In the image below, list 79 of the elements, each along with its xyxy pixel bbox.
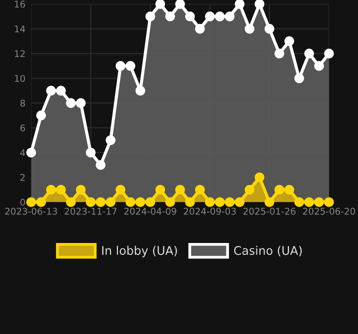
point — [244, 24, 254, 34]
y-tick-label: 16 — [14, 0, 26, 8]
point — [126, 61, 136, 71]
point — [205, 197, 215, 207]
point — [264, 24, 274, 34]
point — [254, 0, 264, 9]
point — [116, 61, 126, 71]
point — [126, 197, 136, 207]
point — [36, 197, 46, 207]
point — [175, 0, 185, 9]
legend-label: Casino (UA) — [234, 246, 302, 256]
x-tick-label: 2024-04-09 — [124, 208, 176, 215]
y-tick-label: 14 — [14, 26, 26, 32]
point — [185, 12, 195, 22]
point — [155, 184, 166, 195]
point — [244, 184, 254, 195]
point — [294, 197, 304, 207]
point — [26, 148, 36, 158]
point — [214, 197, 225, 207]
point — [56, 184, 66, 195]
point — [66, 98, 76, 108]
point — [185, 197, 195, 207]
point — [116, 184, 126, 195]
point — [314, 61, 324, 71]
x-tick-label: 2023-11-17 — [64, 208, 117, 215]
x-tick-label: 2025-01-26 — [243, 208, 296, 215]
point — [106, 197, 116, 207]
point — [76, 184, 86, 195]
point — [155, 0, 166, 9]
point — [195, 184, 205, 195]
legend-label: In lobby (UA) — [102, 246, 177, 258]
point — [214, 12, 225, 22]
point — [96, 197, 106, 207]
point — [224, 197, 235, 207]
point — [136, 197, 146, 207]
point — [56, 86, 66, 96]
point — [324, 48, 334, 58]
point — [136, 86, 146, 96]
point — [264, 197, 274, 207]
point — [165, 12, 176, 22]
point — [46, 184, 56, 195]
y-tick-label: 6 — [20, 124, 26, 132]
point — [46, 86, 56, 96]
point — [96, 160, 106, 170]
y-tick-label: 10 — [14, 74, 25, 82]
point — [145, 197, 156, 207]
point — [314, 197, 324, 207]
point — [284, 184, 294, 195]
y-tick-label: 2 — [20, 174, 25, 181]
y-tick-label: 0 — [20, 198, 25, 206]
point — [304, 48, 314, 58]
point — [274, 48, 284, 58]
point — [195, 24, 205, 34]
point — [205, 12, 215, 22]
point — [324, 197, 334, 207]
x-tick-label: 2023-06-13 — [5, 208, 58, 215]
point — [294, 73, 304, 84]
point — [304, 197, 314, 207]
point — [76, 98, 86, 108]
point — [254, 172, 264, 182]
point — [86, 148, 96, 158]
point — [165, 197, 176, 207]
point — [224, 12, 235, 22]
x-tick-label: 2025-06-20 — [303, 208, 356, 215]
point — [284, 36, 294, 46]
point — [106, 135, 116, 146]
point — [175, 184, 185, 195]
point — [234, 0, 245, 9]
point — [145, 12, 156, 22]
point — [66, 197, 76, 207]
point — [234, 197, 245, 207]
point — [274, 184, 284, 195]
x-tick-label: 2024-09-03 — [184, 208, 236, 215]
y-tick-label: 12 — [14, 50, 25, 58]
y-tick-label: 4 — [20, 149, 26, 156]
y-tick-label: 8 — [20, 100, 25, 107]
point — [36, 110, 46, 120]
point — [86, 197, 96, 207]
point — [26, 197, 36, 207]
